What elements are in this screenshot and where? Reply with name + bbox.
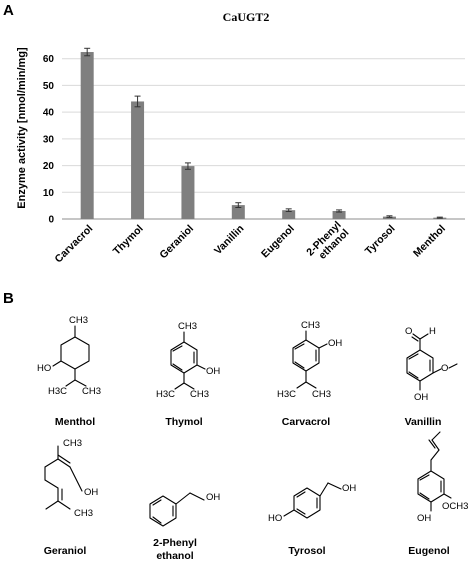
error-bar	[436, 216, 443, 219]
atom-label: OH	[417, 513, 431, 524]
structure-2-phenyl-ethanol: OH	[149, 492, 220, 527]
error-bar	[84, 47, 91, 57]
atom-label: HO	[268, 513, 282, 524]
compound-name: Vanillin	[405, 416, 442, 428]
bar	[231, 205, 245, 219]
x-tick-label: 2-Phenylethanol	[304, 219, 351, 266]
atom-label: H	[429, 326, 436, 337]
compound-name: Thymol	[165, 416, 202, 428]
y-tick-label: 10	[43, 188, 55, 199]
compound-name: 2-Phenyl ethanol	[153, 537, 197, 562]
x-tick-label: Carvacrol	[53, 223, 96, 266]
x-tick-label: Thymol	[111, 223, 146, 258]
atom-label: OCH3	[442, 501, 468, 512]
grid-lines	[62, 58, 465, 220]
atom-label: O	[441, 363, 448, 374]
error-bars	[84, 47, 443, 219]
atom-label: OH	[414, 392, 428, 403]
y-tick-label: 60	[43, 54, 55, 65]
atom-label: HO	[37, 363, 51, 374]
x-tick-label: Eugenol	[259, 223, 297, 261]
atom-label: OH	[206, 366, 220, 377]
chart-title: CaUGT2	[223, 10, 270, 24]
error-bar	[336, 209, 343, 213]
atom-label: H3C	[277, 389, 296, 400]
y-tick-labels: 0 10 20 30 40 50 60	[43, 54, 55, 225]
x-tick-label: Menthol	[411, 223, 448, 260]
structure-vanillin: O H O OH	[405, 326, 458, 403]
y-axis-label: Enzyme activity [nmol/min/mg]	[16, 47, 28, 209]
error-bar	[235, 202, 242, 209]
structure-panel: B CH3 HO H3C CH3 CH3 OH H3C CH3 CH3	[3, 290, 468, 562]
atom-label: CH3	[63, 438, 82, 449]
bar-chart: A CaUGT2 Enzyme activity [nmol/min/mg] 0…	[3, 2, 465, 266]
error-bar	[134, 95, 141, 108]
x-tick-label: Vanillin	[212, 223, 246, 257]
bar	[131, 101, 145, 219]
compound-name: Menthol	[55, 416, 95, 428]
structure-eugenol: OCH3 OH	[417, 431, 468, 524]
atom-label: OH	[342, 483, 356, 494]
atom-label: CH3	[301, 320, 320, 331]
bar	[282, 210, 296, 219]
bar	[181, 166, 195, 219]
compound-name: Eugenol	[408, 545, 449, 557]
y-tick-label: 0	[48, 215, 54, 226]
compound-names: Menthol Thymol Carvacrol Vanillin Geraniol 2-…	[44, 416, 450, 562]
atom-label: H3C	[48, 386, 67, 397]
bar	[332, 210, 346, 219]
error-bar	[386, 215, 393, 218]
atom-label: CH3	[82, 386, 101, 397]
x-tick-label: Geraniol	[157, 223, 196, 262]
structure-thymol: CH3 OH H3C CH3	[156, 321, 220, 400]
atom-label: CH3	[178, 321, 197, 332]
bar	[80, 52, 94, 220]
atom-label: H3C	[156, 389, 175, 400]
structure-menthol: CH3 HO H3C CH3	[37, 315, 101, 397]
atom-label: CH3	[190, 389, 209, 400]
error-bar	[184, 162, 191, 170]
atom-label: CH3	[312, 389, 331, 400]
compound-name: Geraniol	[44, 545, 87, 557]
y-tick-label: 40	[43, 108, 55, 119]
panel-letter-a: A	[3, 2, 14, 19]
y-tick-label: 30	[43, 134, 55, 145]
atom-label: OH	[206, 492, 220, 503]
bars	[80, 52, 447, 220]
compound-name: Tyrosol	[288, 545, 325, 557]
panel-letter-b: B	[3, 290, 14, 307]
structure-tyrosol: HO OH	[268, 482, 356, 524]
atom-label: OH	[84, 487, 98, 498]
y-tick-label: 20	[43, 161, 55, 172]
x-tick-labels: Carvacrol Thymol Geraniol Vanillin Eugenol 2-…	[53, 219, 448, 266]
compound-name: Carvacrol	[282, 416, 331, 428]
atom-label: CH3	[74, 508, 93, 519]
x-tick-label: Tyrosol	[363, 223, 398, 258]
structure-geraniol: CH3 OH CH3	[44, 438, 98, 519]
atom-label: OH	[328, 338, 342, 349]
structure-carvacrol: CH3 OH H3C CH3	[277, 320, 342, 400]
error-bar	[285, 208, 292, 213]
atom-label: O	[405, 326, 412, 337]
atom-label: CH3	[69, 315, 88, 326]
y-tick-label: 50	[43, 81, 55, 92]
